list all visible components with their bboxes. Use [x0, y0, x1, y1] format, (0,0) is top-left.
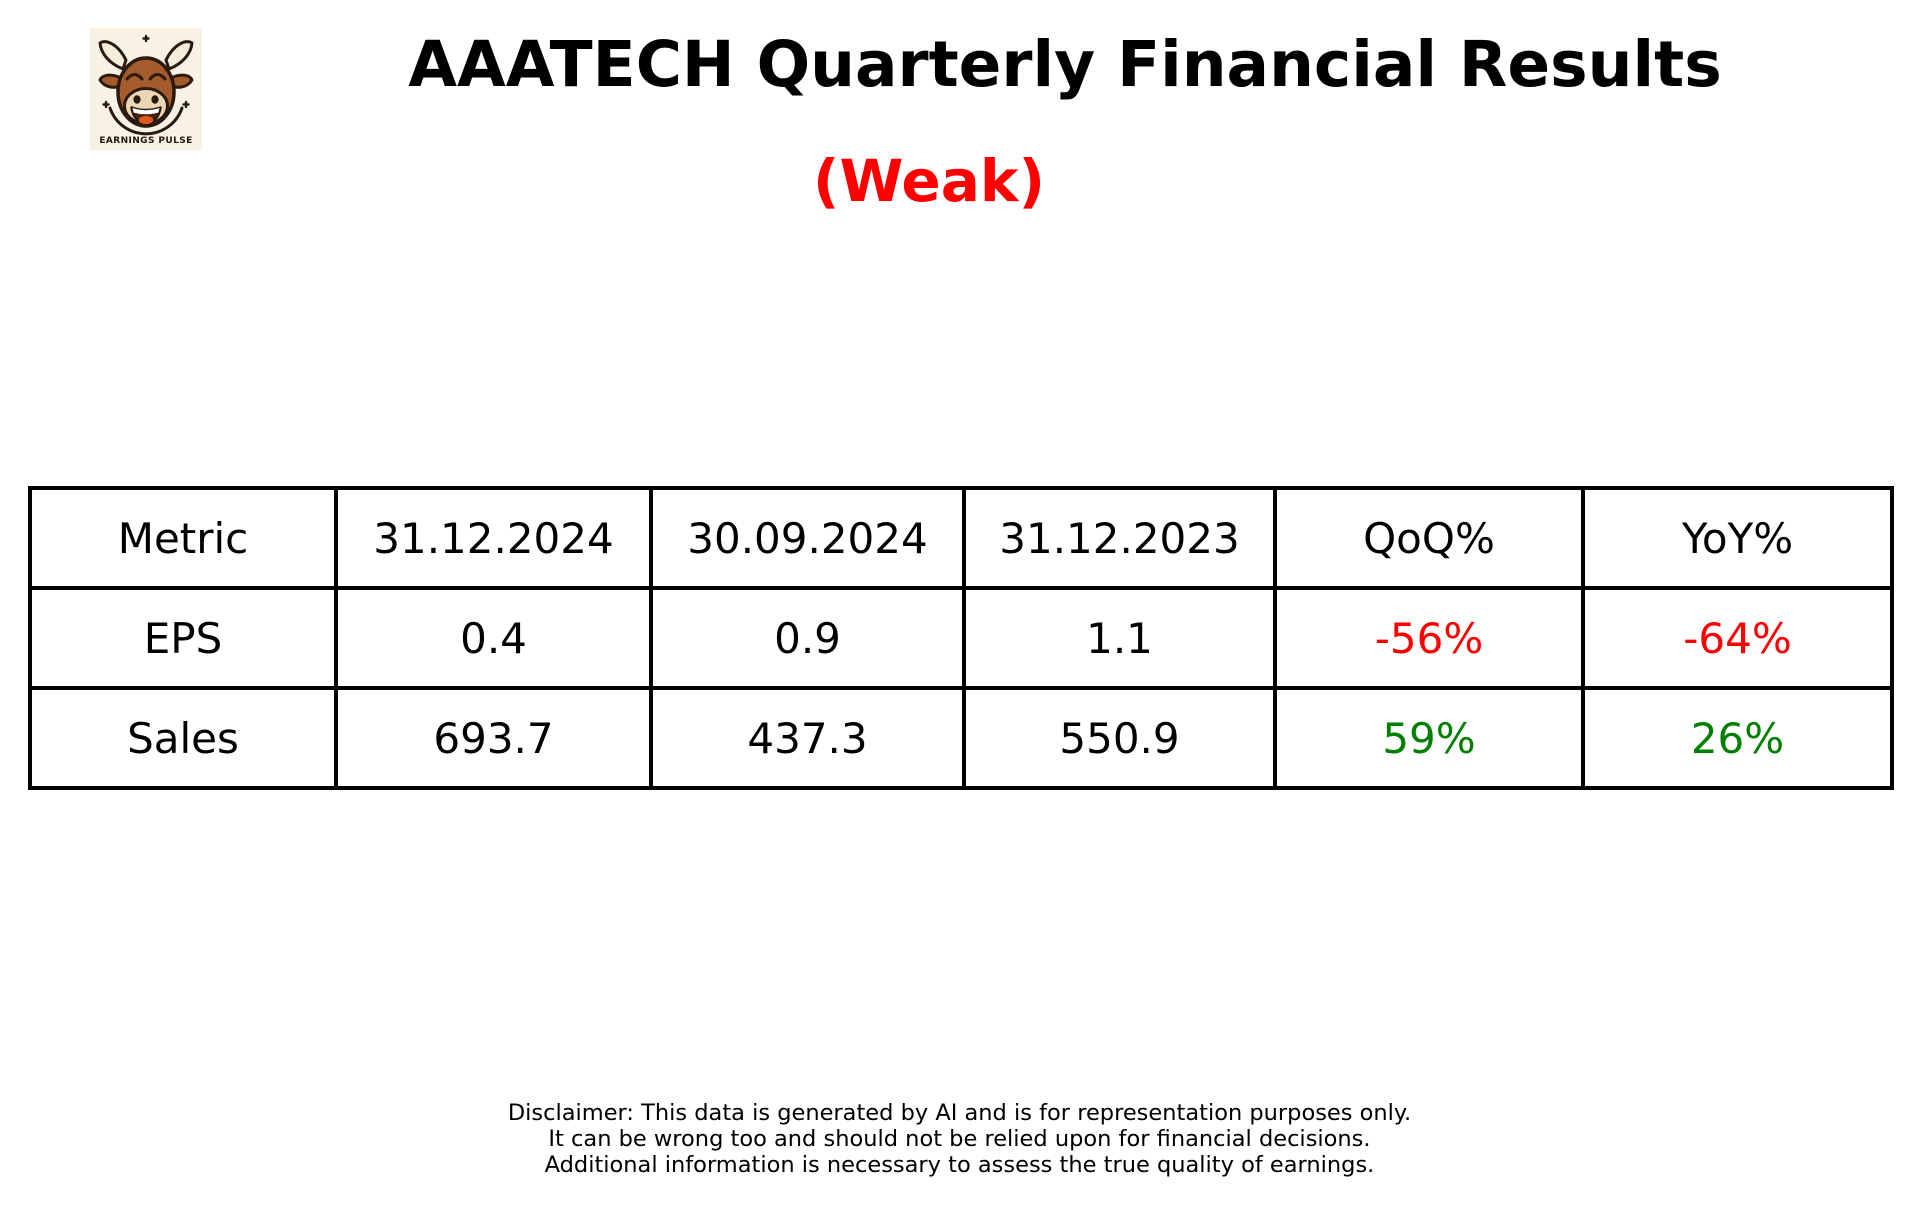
- value-cell: 0.9: [649, 586, 966, 690]
- column-header-qoq: QoQ%: [1273, 486, 1585, 590]
- yoy-change-cell: -64%: [1581, 586, 1894, 690]
- disclaimer-line: Disclaimer: This data is generated by AI…: [507, 1100, 1412, 1126]
- table-header-row: Metric 31.12.2024 30.09.2024 31.12.2023 …: [28, 486, 1894, 590]
- value-cell: 550.9: [962, 686, 1277, 790]
- qoq-change-cell: 59%: [1273, 686, 1585, 790]
- earnings-pulse-logo: EARNINGS PULSE: [90, 28, 202, 150]
- qoq-change-cell: -56%: [1273, 586, 1585, 690]
- column-header-yoy: YoY%: [1581, 486, 1894, 590]
- results-table: Metric 31.12.2024 30.09.2024 31.12.2023 …: [28, 486, 1894, 790]
- column-header-q-previous: 30.09.2024: [649, 486, 966, 590]
- disclaimer-text: Disclaimer: This data is generated by AI…: [0, 1100, 1919, 1178]
- value-cell: 1.1: [962, 586, 1277, 690]
- value-cell: 0.4: [334, 586, 653, 690]
- disclaimer-line: It can be wrong too and should not be re…: [548, 1126, 1371, 1152]
- value-cell: 693.7: [334, 686, 653, 790]
- metric-cell: Sales: [28, 686, 338, 790]
- verdict-label: (Weak): [813, 147, 1045, 215]
- disclaimer-line: Additional information is necessary to a…: [544, 1152, 1375, 1178]
- logo-brand-text: EARNINGS PULSE: [99, 136, 193, 146]
- bull-icon: [90, 28, 202, 150]
- metric-cell: EPS: [28, 586, 338, 690]
- column-header-q-yearago: 31.12.2023: [962, 486, 1277, 590]
- table-row-sales: Sales 693.7 437.3 550.9 59% 26%: [28, 686, 1894, 790]
- column-header-metric: Metric: [28, 486, 338, 590]
- page-title: AAATECH Quarterly Financial Results: [408, 28, 1722, 101]
- yoy-change-cell: 26%: [1581, 686, 1894, 790]
- column-header-q-current: 31.12.2024: [334, 486, 653, 590]
- table-row-eps: EPS 0.4 0.9 1.1 -56% -64%: [28, 586, 1894, 690]
- value-cell: 437.3: [649, 686, 966, 790]
